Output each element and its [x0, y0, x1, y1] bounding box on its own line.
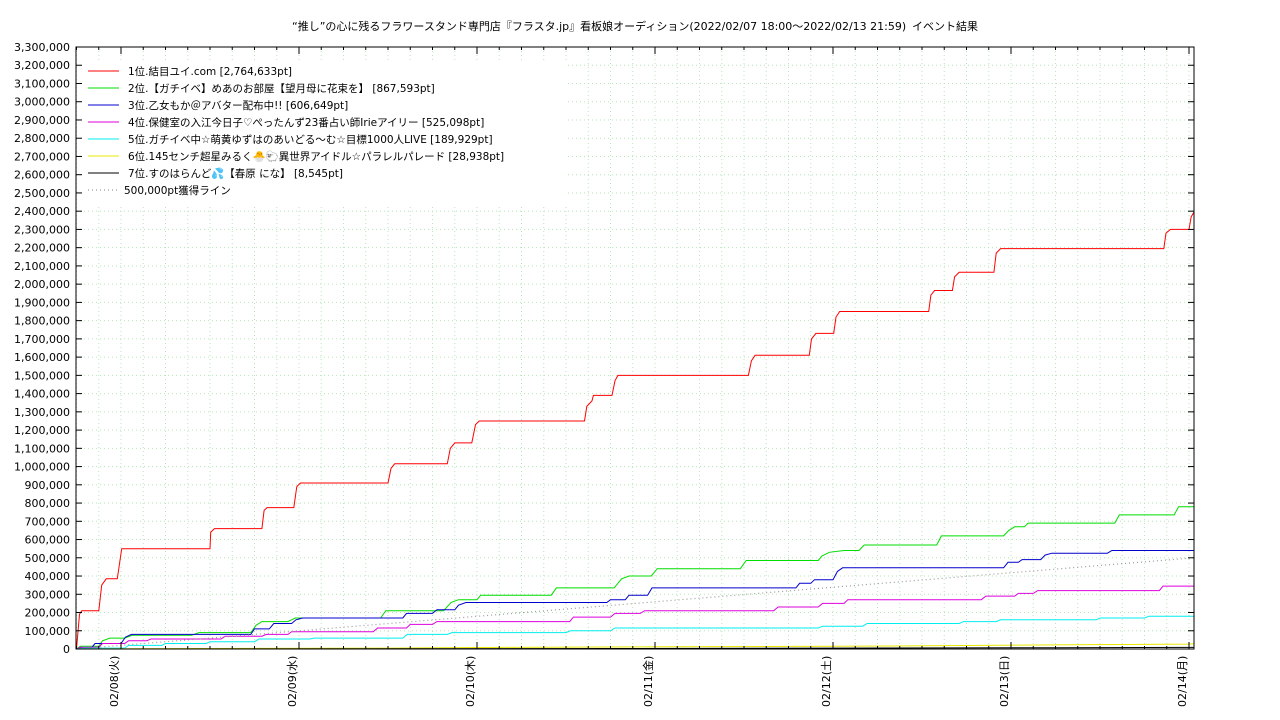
y-tick-label: 500,000 — [25, 552, 71, 565]
y-tick-label: 2,700,000 — [14, 150, 70, 163]
x-tick-label: 02/11(金) — [641, 656, 655, 707]
legend: 1位.結目ユイ.com [2,764,633pt] 2位.【ガチイベ】めあのお部屋… — [83, 61, 568, 207]
y-tick-label: 2,800,000 — [14, 132, 70, 145]
axes: 0 100,000 200,000 300,000 400,000 500,000 600,… — [14, 41, 1194, 707]
series-line — [76, 490, 1195, 650]
y-tick-label: 1,600,000 — [14, 351, 70, 364]
y-tick-label: 0 — [63, 643, 70, 656]
y-tick-label: 2,000,000 — [14, 278, 70, 291]
y-tick-label: 1,400,000 — [14, 388, 70, 401]
x-tick-label: 02/08(火) — [108, 656, 121, 707]
y-tick-label: 1,000,000 — [14, 461, 70, 474]
y-tick-label: 2,300,000 — [14, 223, 70, 236]
y-tick-label: 1,900,000 — [14, 296, 70, 309]
series-line — [76, 557, 1195, 650]
y-tick-label: 1,800,000 — [14, 315, 70, 328]
legend-label: 5位.ガチイベ中☆萌黄ゆずはのあいどる〜む☆目標1000人LIVE [189,9… — [128, 133, 493, 146]
y-tick-label: 700,000 — [25, 515, 71, 528]
x-tick-label: 02/12(土) — [820, 656, 833, 707]
y-tick-label: 400,000 — [25, 570, 71, 583]
x-tick-label: 02/14(月) — [1176, 656, 1189, 707]
y-tick-label: 900,000 — [25, 479, 71, 492]
y-tick-label: 2,900,000 — [14, 114, 70, 127]
y-tick-label: 2,400,000 — [14, 205, 70, 218]
y-tick-label: 3,300,000 — [14, 41, 70, 54]
legend-label: 1位.結目ユイ.com [2,764,633pt] — [128, 65, 292, 78]
y-tick-label: 2,600,000 — [14, 169, 70, 182]
series-line — [76, 614, 1195, 650]
y-tick-label: 3,200,000 — [14, 59, 70, 72]
plot-frame — [75, 46, 1195, 650]
y-tick-label: 1,100,000 — [14, 442, 70, 455]
legend-label: 3位.乙女もか＠アバター配布中!! [606,649pt] — [128, 99, 348, 112]
y-tick-label: 1,300,000 — [14, 406, 70, 419]
y-tick-label: 800,000 — [25, 497, 71, 510]
y-tick-label: 600,000 — [25, 534, 71, 547]
series-line — [76, 553, 1195, 650]
y-tick-label: 1,200,000 — [14, 424, 70, 437]
series-line — [76, 144, 1195, 650]
y-tick-label: 100,000 — [25, 625, 71, 638]
y-tick-label: 3,000,000 — [14, 96, 70, 109]
series-group — [76, 144, 1195, 650]
legend-label: 2位.【ガチイベ】めあのお部屋【望月母に花束を】 [867,593pt] — [128, 82, 435, 95]
x-tick-label: 02/10(木) — [464, 656, 477, 707]
y-tick-label: 200,000 — [25, 607, 71, 620]
x-tick-label: 02/13(日) — [998, 656, 1011, 707]
chart-subtitle: イベント結果 — [912, 19, 978, 33]
chart-title: “推し”の心に残るフラワースタンド専門店『フラスタ.jp』看板娘オーディション(… — [292, 19, 906, 33]
y-tick-label: 2,500,000 — [14, 187, 70, 200]
series-line — [76, 538, 1195, 650]
legend-label: 6位.145センチ超星みるく🐣🐑異世界アイドル☆パラレルパレード [28,938… — [128, 150, 504, 163]
legend-box — [83, 61, 568, 207]
y-tick-label: 2,200,000 — [14, 242, 70, 255]
y-tick-label: 3,100,000 — [14, 77, 70, 90]
legend-label: 7位.すのはらんど💦【春原 にな】 [8,545pt] — [128, 166, 343, 180]
y-tick-label: 1,700,000 — [14, 333, 70, 346]
x-tick-label: 02/09(水) — [286, 656, 299, 707]
y-tick-label: 1,500,000 — [14, 369, 70, 382]
y-tick-label: 2,100,000 — [14, 260, 70, 273]
legend-label: 500,000pt獲得ライン — [124, 184, 231, 197]
y-tick-label: 300,000 — [25, 588, 71, 601]
legend-label: 4位.保健室の入江今日子♡ぺったんず23番占い師Irieアイリー [525,09… — [128, 116, 484, 129]
